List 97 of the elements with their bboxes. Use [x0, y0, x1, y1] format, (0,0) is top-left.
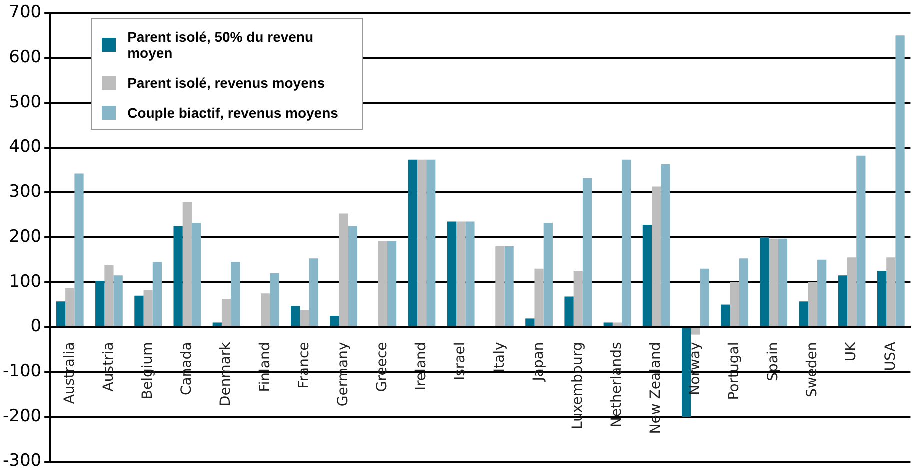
bar [408, 160, 418, 326]
bar [504, 246, 514, 326]
y-tick-label: 400 [9, 137, 42, 158]
bar [739, 258, 748, 326]
bar [691, 328, 700, 335]
bar [496, 246, 505, 326]
bar [104, 265, 114, 326]
bar [192, 223, 202, 326]
x-tick-label: Luxembourg [570, 342, 586, 430]
bar [526, 318, 535, 326]
bar [721, 304, 730, 326]
bar [96, 281, 105, 326]
bar [760, 238, 770, 326]
legend-label: Parent isolé, 50% du revenu moyen [128, 29, 315, 62]
bar [339, 214, 348, 326]
bar [387, 241, 397, 326]
bar [700, 268, 710, 326]
bar [222, 298, 232, 326]
y-tick-label: 300 [9, 182, 42, 202]
bar [778, 238, 788, 326]
bar [652, 186, 662, 326]
bar [66, 288, 75, 326]
bar [847, 258, 857, 326]
y-tick-label: 0 [30, 316, 42, 337]
bar [378, 241, 388, 326]
bar [544, 223, 553, 326]
bar [152, 262, 162, 326]
bar [564, 296, 574, 326]
bar [417, 160, 427, 326]
bar [348, 226, 358, 326]
bar [622, 160, 632, 326]
bar [582, 178, 592, 326]
x-tick-label: Belgium [140, 342, 156, 400]
x-tick-label: Portugal [726, 342, 742, 400]
y-tick-label: -200 [2, 406, 42, 426]
bar [56, 302, 66, 326]
x-tick-label: New Zealand [648, 342, 664, 434]
bar [534, 268, 544, 326]
x-tick-label: Italy [492, 342, 508, 373]
legend-label: Parent isolé, revenus moyens [128, 75, 326, 92]
x-tick-label: Greece [374, 342, 391, 392]
bar [114, 276, 123, 326]
bar [818, 260, 827, 326]
bar [808, 282, 818, 326]
bar [574, 271, 583, 326]
bar [261, 294, 270, 326]
x-tick-label: Sweden [804, 342, 821, 398]
bar [447, 222, 457, 326]
bar [612, 322, 622, 326]
x-tick-label: Finland [257, 342, 274, 392]
x-tick-label: Austria [100, 342, 117, 392]
bar [838, 276, 848, 326]
y-tick-label: 100 [9, 272, 42, 292]
bar [769, 238, 778, 326]
y-tick-label: 200 [9, 226, 42, 247]
x-tick-label: Australia [62, 342, 78, 404]
bar [134, 296, 144, 326]
bar [182, 202, 192, 326]
bar [642, 224, 652, 326]
x-tick-label: Japan [530, 342, 547, 382]
x-tick-label: Norway [687, 342, 704, 396]
bar [886, 258, 896, 326]
bar [856, 156, 866, 326]
x-tick-label: USA [882, 342, 899, 372]
x-tick-label: UK [844, 341, 860, 362]
bar [877, 271, 887, 326]
bar [144, 290, 153, 326]
bar [896, 36, 905, 326]
x-tick-label: Canada [179, 342, 196, 396]
bar [309, 258, 318, 326]
legend-label: Couple biactif, revenus moyens [128, 105, 338, 122]
bar [426, 160, 436, 326]
bar [212, 322, 222, 326]
y-tick-label: -100 [2, 362, 42, 382]
x-tick-label: Germany [335, 342, 352, 407]
bar [661, 164, 670, 326]
x-tick-label: Netherlands [609, 342, 626, 428]
x-tick-label: Spain [766, 342, 782, 382]
bar [330, 316, 340, 326]
x-tick-label: France [296, 342, 312, 389]
bar [231, 262, 240, 326]
bar [466, 222, 475, 326]
bar [730, 282, 740, 326]
bar [604, 322, 613, 326]
bar [270, 273, 280, 326]
y-tick-label: 700 [9, 2, 42, 23]
bar [456, 222, 466, 326]
y-tick-label: -300 [2, 451, 42, 472]
bar [799, 302, 808, 326]
x-tick-label: Denmark [218, 341, 234, 407]
bar [300, 310, 310, 326]
bar [74, 174, 84, 326]
x-tick-label: Ireland [414, 342, 430, 391]
bar [174, 226, 183, 326]
bar [291, 306, 300, 326]
y-tick-label: 600 [9, 47, 42, 68]
y-tick-label: 500 [9, 92, 42, 112]
